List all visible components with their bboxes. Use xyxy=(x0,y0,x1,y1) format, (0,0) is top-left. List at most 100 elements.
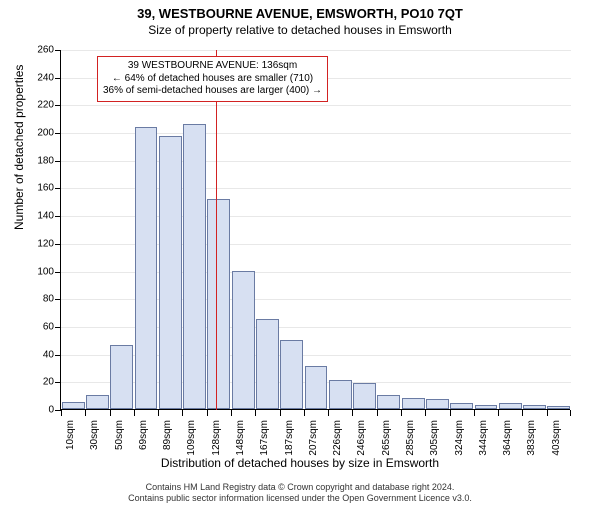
reference-line xyxy=(216,50,217,410)
gridline xyxy=(61,50,571,51)
histogram-bar xyxy=(232,271,255,409)
x-tick xyxy=(280,410,281,416)
x-tick-label: 246sqm xyxy=(356,420,367,460)
y-tick xyxy=(55,188,61,189)
annotation-line-2: ← 64% of detached houses are smaller (71… xyxy=(103,73,322,86)
y-tick-label: 140 xyxy=(24,211,54,222)
x-tick-label: 285sqm xyxy=(405,420,416,460)
x-tick-label: 148sqm xyxy=(235,420,246,460)
x-tick xyxy=(522,410,523,416)
y-tick-label: 200 xyxy=(24,128,54,139)
y-tick-label: 120 xyxy=(24,238,54,249)
footer-line-1: Contains HM Land Registry data © Crown c… xyxy=(0,482,600,493)
x-tick xyxy=(570,410,571,416)
footer-line-2: Contains public sector information licen… xyxy=(0,493,600,504)
x-tick-label: 30sqm xyxy=(89,420,100,460)
x-tick-label: 89sqm xyxy=(162,420,173,460)
x-tick xyxy=(231,410,232,416)
x-tick xyxy=(158,410,159,416)
x-axis-label: Distribution of detached houses by size … xyxy=(0,456,600,470)
histogram-bar xyxy=(280,340,303,409)
histogram-bar xyxy=(135,127,158,409)
y-tick-label: 180 xyxy=(24,155,54,166)
y-tick-label: 20 xyxy=(24,377,54,388)
x-tick xyxy=(110,410,111,416)
histogram-bar xyxy=(377,395,400,409)
x-tick xyxy=(85,410,86,416)
x-tick-label: 344sqm xyxy=(478,420,489,460)
histogram-bar xyxy=(329,380,352,409)
x-tick-label: 187sqm xyxy=(284,420,295,460)
y-tick xyxy=(55,50,61,51)
gridline xyxy=(61,105,571,106)
histogram-bar xyxy=(183,124,206,409)
y-tick-label: 60 xyxy=(24,321,54,332)
annotation-line-3: 36% of semi-detached houses are larger (… xyxy=(103,85,322,98)
x-tick xyxy=(134,410,135,416)
page-title: 39, WESTBOURNE AVENUE, EMSWORTH, PO10 7Q… xyxy=(0,6,600,21)
histogram-bar xyxy=(523,405,546,409)
y-tick xyxy=(55,133,61,134)
y-tick xyxy=(55,382,61,383)
x-tick-label: 265sqm xyxy=(381,420,392,460)
histogram-bar xyxy=(305,366,328,409)
y-tick xyxy=(55,355,61,356)
x-tick xyxy=(61,410,62,416)
histogram-bar xyxy=(86,395,109,409)
y-tick xyxy=(55,216,61,217)
x-tick xyxy=(207,410,208,416)
x-tick-label: 383sqm xyxy=(526,420,537,460)
x-tick xyxy=(547,410,548,416)
x-tick-label: 69sqm xyxy=(138,420,149,460)
histogram-chart: 02040608010012014016018020022024026010sq… xyxy=(60,50,570,410)
y-tick-label: 100 xyxy=(24,266,54,277)
y-tick-label: 220 xyxy=(24,100,54,111)
x-tick xyxy=(498,410,499,416)
x-tick xyxy=(328,410,329,416)
y-tick xyxy=(55,78,61,79)
x-tick-label: 403sqm xyxy=(551,420,562,460)
histogram-bar xyxy=(207,199,230,409)
plot-area: 02040608010012014016018020022024026010sq… xyxy=(60,50,570,410)
histogram-bar xyxy=(353,383,376,409)
y-tick xyxy=(55,327,61,328)
x-tick-label: 10sqm xyxy=(65,420,76,460)
x-tick-label: 167sqm xyxy=(259,420,270,460)
page-subtitle: Size of property relative to detached ho… xyxy=(0,23,600,37)
histogram-bar xyxy=(450,403,473,409)
y-tick-label: 80 xyxy=(24,294,54,305)
histogram-bar xyxy=(110,345,133,409)
histogram-bar xyxy=(426,399,449,409)
y-tick xyxy=(55,105,61,106)
x-tick xyxy=(474,410,475,416)
histogram-bar xyxy=(547,406,570,409)
y-tick-label: 40 xyxy=(24,349,54,360)
y-tick xyxy=(55,299,61,300)
x-tick xyxy=(352,410,353,416)
y-tick-label: 160 xyxy=(24,183,54,194)
x-tick-label: 128sqm xyxy=(211,420,222,460)
y-tick-label: 260 xyxy=(24,45,54,56)
x-tick-label: 305sqm xyxy=(429,420,440,460)
x-tick xyxy=(255,410,256,416)
annotation-box: 39 WESTBOURNE AVENUE: 136sqm← 64% of det… xyxy=(97,56,328,102)
histogram-bar xyxy=(475,405,498,409)
y-tick-label: 240 xyxy=(24,72,54,83)
histogram-bar xyxy=(159,136,182,409)
x-tick-label: 109sqm xyxy=(186,420,197,460)
x-tick-label: 207sqm xyxy=(308,420,319,460)
x-tick-label: 50sqm xyxy=(114,420,125,460)
y-tick xyxy=(55,161,61,162)
y-tick-label: 0 xyxy=(24,405,54,416)
histogram-bar xyxy=(62,402,85,409)
x-tick xyxy=(182,410,183,416)
x-tick xyxy=(450,410,451,416)
x-tick xyxy=(377,410,378,416)
annotation-line-1: 39 WESTBOURNE AVENUE: 136sqm xyxy=(103,60,322,73)
histogram-bar xyxy=(499,403,522,409)
y-axis-label: Number of detached properties xyxy=(12,65,26,230)
x-tick-label: 364sqm xyxy=(502,420,513,460)
histogram-bar xyxy=(402,398,425,409)
x-tick xyxy=(425,410,426,416)
histogram-bar xyxy=(256,319,279,409)
